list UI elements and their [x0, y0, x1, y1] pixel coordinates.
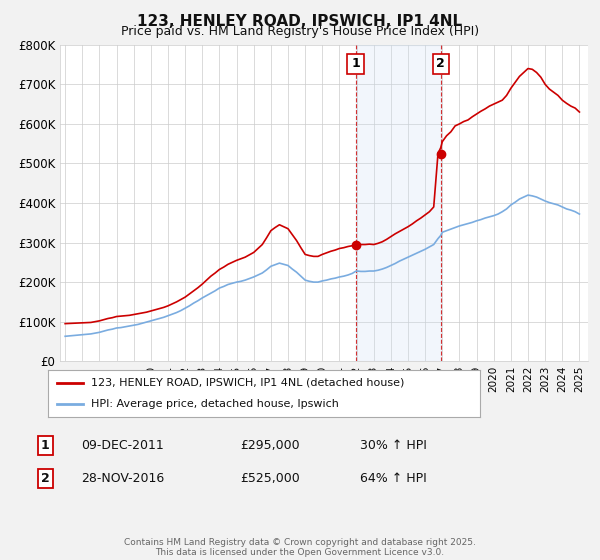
Text: £525,000: £525,000	[240, 472, 300, 486]
Text: 2: 2	[436, 57, 445, 71]
Text: 1: 1	[41, 438, 49, 452]
Bar	[356, 45, 441, 361]
Text: Price paid vs. HM Land Registry's House Price Index (HPI): Price paid vs. HM Land Registry's House …	[121, 25, 479, 38]
Text: 123, HENLEY ROAD, IPSWICH, IP1 4NL (detached house): 123, HENLEY ROAD, IPSWICH, IP1 4NL (deta…	[91, 378, 404, 388]
Text: 64% ↑ HPI: 64% ↑ HPI	[360, 472, 427, 486]
Text: £295,000: £295,000	[240, 438, 299, 452]
Text: 30% ↑ HPI: 30% ↑ HPI	[360, 438, 427, 452]
Text: 1: 1	[351, 57, 360, 71]
Text: 28-NOV-2016: 28-NOV-2016	[81, 472, 164, 486]
Text: Contains HM Land Registry data © Crown copyright and database right 2025.
This d: Contains HM Land Registry data © Crown c…	[124, 538, 476, 557]
Text: HPI: Average price, detached house, Ipswich: HPI: Average price, detached house, Ipsw…	[91, 399, 339, 409]
Text: 09-DEC-2011: 09-DEC-2011	[81, 438, 164, 452]
Text: 123, HENLEY ROAD, IPSWICH, IP1 4NL: 123, HENLEY ROAD, IPSWICH, IP1 4NL	[137, 14, 463, 29]
Text: 2: 2	[41, 472, 49, 486]
